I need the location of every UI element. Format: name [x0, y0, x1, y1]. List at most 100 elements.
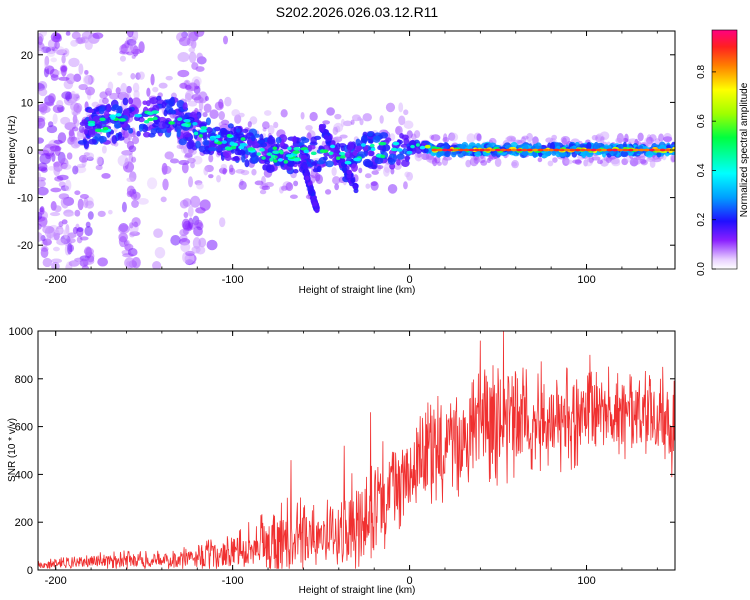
spectrogram-cell	[593, 141, 599, 151]
spectrogram-cell	[192, 122, 198, 126]
spectrogram-cell	[187, 157, 196, 164]
spectrogram-cell	[350, 119, 355, 125]
spectrogram-cell	[387, 184, 398, 194]
spectrogram-cell	[126, 85, 132, 94]
spectrogram-cell	[441, 157, 449, 166]
spectrogram-cell	[115, 113, 122, 117]
spectrogram-cell	[216, 134, 221, 139]
spectrogram-cell	[344, 151, 353, 159]
spectrogram-cell	[403, 109, 409, 116]
spectrogram-cell	[73, 93, 80, 102]
snr-series-line	[38, 331, 675, 569]
spectrogram-cell	[424, 144, 431, 149]
spectrogram-cell	[101, 172, 111, 179]
snr-y-tick-label: 800	[15, 374, 33, 386]
spectrogram-cell	[293, 146, 301, 151]
spectrogram-cell	[526, 132, 534, 142]
spectrogram-cell	[545, 137, 554, 143]
spectrogram-cell	[202, 111, 208, 118]
spectrogram-y-tick-label: -10	[17, 193, 33, 205]
spectrogram-cell	[177, 51, 190, 63]
spectrogram-cell	[170, 234, 181, 246]
spectrogram-cell	[329, 144, 336, 149]
snr-y-tick-label: 200	[15, 517, 33, 529]
spectrogram-cell	[68, 57, 80, 68]
spectrogram-cell	[385, 102, 396, 113]
spectrogram-cell	[188, 176, 194, 188]
spectrogram-cell	[161, 165, 172, 175]
spectrogram-cell	[229, 141, 235, 146]
spectrogram-cell	[293, 180, 299, 187]
spectrogram-cell	[203, 103, 212, 113]
spectrogram-cell	[606, 148, 613, 152]
spectrogram-cell	[56, 99, 64, 108]
spectrogram-cell	[247, 147, 255, 151]
spectrogram-cell	[202, 140, 210, 146]
spectrogram-cell	[591, 134, 598, 141]
spectrogram-cell	[94, 128, 102, 133]
spectrogram-cell	[38, 33, 44, 44]
spectrogram-cell	[233, 142, 238, 147]
spectrogram-cell	[146, 100, 151, 107]
spectrogram-cell	[67, 232, 77, 239]
spectrogram-cell	[398, 102, 404, 113]
spectrogram-cell	[357, 116, 362, 121]
spectrogram-cell	[635, 155, 646, 161]
snr-y-tick-label: 400	[15, 469, 33, 481]
spectrogram-cell	[198, 100, 204, 111]
spectrogram-cell	[187, 205, 194, 217]
spectrogram-cell	[38, 88, 48, 97]
spectrogram-cell	[322, 120, 331, 125]
spectrogram-cell	[443, 143, 450, 150]
spectrogram-cell	[591, 156, 601, 161]
spectrogram-cell	[67, 238, 76, 244]
spectrogram-cell	[369, 143, 375, 148]
spectrogram-cell	[54, 228, 65, 234]
colorbar-gradient	[711, 29, 738, 270]
spectrogram-cell	[551, 134, 558, 141]
spectrogram-cell	[158, 127, 168, 134]
spectrogram-cell	[196, 52, 203, 61]
spectrogram-cell	[637, 132, 644, 142]
spectrogram-cell	[292, 150, 300, 154]
spectrogram-cell	[129, 40, 136, 53]
spectrogram-cell	[431, 148, 438, 152]
spectrogram-cell	[78, 83, 88, 91]
spectrogram-cell	[643, 148, 650, 152]
spectrogram-cell	[495, 148, 502, 152]
spectrogram-y-ticks: -20 -10 0 10 20	[17, 50, 675, 252]
spectrogram-cell	[238, 180, 247, 190]
spectrogram-cell	[188, 217, 194, 230]
spectrogram-cell	[129, 231, 135, 238]
spectrogram-cell	[109, 92, 120, 100]
spectrogram-cell	[68, 98, 76, 104]
spectrogram-cell	[39, 205, 45, 215]
spectrogram-cell	[102, 126, 109, 131]
spectrogram-cell	[68, 130, 76, 143]
spectrogram-cell	[259, 148, 265, 152]
spectrogram-cell	[275, 136, 282, 144]
spectrogram-cell	[489, 148, 496, 152]
spectrogram-cell	[611, 148, 618, 152]
spectrogram-x-tick-label: -200	[45, 274, 67, 286]
spectrogram-x-ticks: -200 -100 0 100	[45, 31, 658, 286]
spectrogram-cell	[352, 184, 358, 190]
spectrogram-cell	[120, 82, 128, 94]
spectrogram-cell	[649, 134, 657, 142]
spectrogram-cell	[627, 148, 634, 152]
spectrogram-cell	[84, 40, 93, 51]
spectrogram-cell	[38, 137, 45, 144]
spectrogram-cell	[131, 199, 139, 208]
spectrogram-heatmap	[38, 31, 675, 269]
spectrogram-cell	[340, 158, 346, 164]
spectrogram-cell	[500, 148, 507, 152]
spectrogram-cell	[79, 194, 89, 199]
spectrogram-cell	[292, 169, 299, 174]
spectrogram-cell	[324, 189, 332, 195]
spectrogram-cell	[122, 130, 129, 139]
spectrogram-cell	[188, 47, 196, 53]
spectrogram-cell	[70, 39, 79, 47]
spectrogram-cell	[179, 228, 189, 237]
spectrogram-cell	[466, 133, 476, 143]
